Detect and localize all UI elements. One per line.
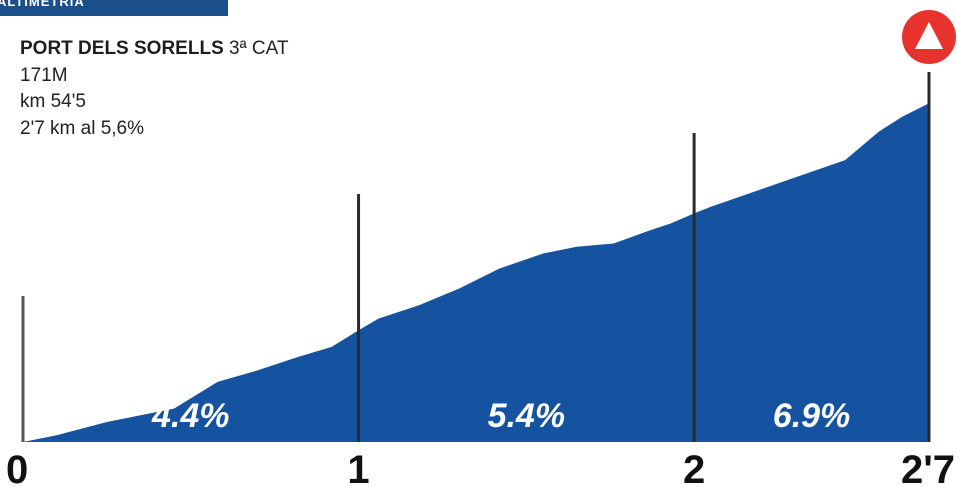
gradient-label: 4.4% [151, 397, 230, 435]
climb-info: PORT DELS SORELLS 3ª CAT 171M km 54'5 2'… [20, 36, 289, 142]
elevation-profile-area [23, 103, 929, 443]
km-tick-label: 2'7 [901, 448, 955, 487]
climb-name: PORT DELS SORELLS [20, 38, 224, 59]
profile-layer [23, 103, 929, 443]
km-marker-layer [21, 72, 931, 442]
climb-category: 3ª CAT [229, 38, 289, 59]
km-tick-label: 1 [347, 448, 369, 487]
mountain-summit-icon [902, 10, 956, 64]
km-tick-layer: 0 1 2 2'7 [6, 448, 955, 487]
section-banner-text: ALTIMETRIA [0, 0, 85, 9]
section-banner: ALTIMETRIA [0, 0, 228, 16]
gradient-label: 5.4% [488, 397, 566, 435]
gradient-label: 6.9% [773, 397, 851, 435]
km-tick-label: 0 [6, 448, 28, 487]
climb-altitude: 171M [20, 64, 68, 86]
climb-length-gradient: 2'7 km al 5,6% [20, 117, 145, 139]
climb-km-position: km 54'5 [20, 91, 86, 112]
km-tick-label: 2 [683, 448, 705, 487]
climb-title-line: PORT DELS SORELLS 3ª CAT [20, 36, 289, 63]
gradient-label-layer: 4.4% 5.4% 6.9% [151, 397, 850, 435]
